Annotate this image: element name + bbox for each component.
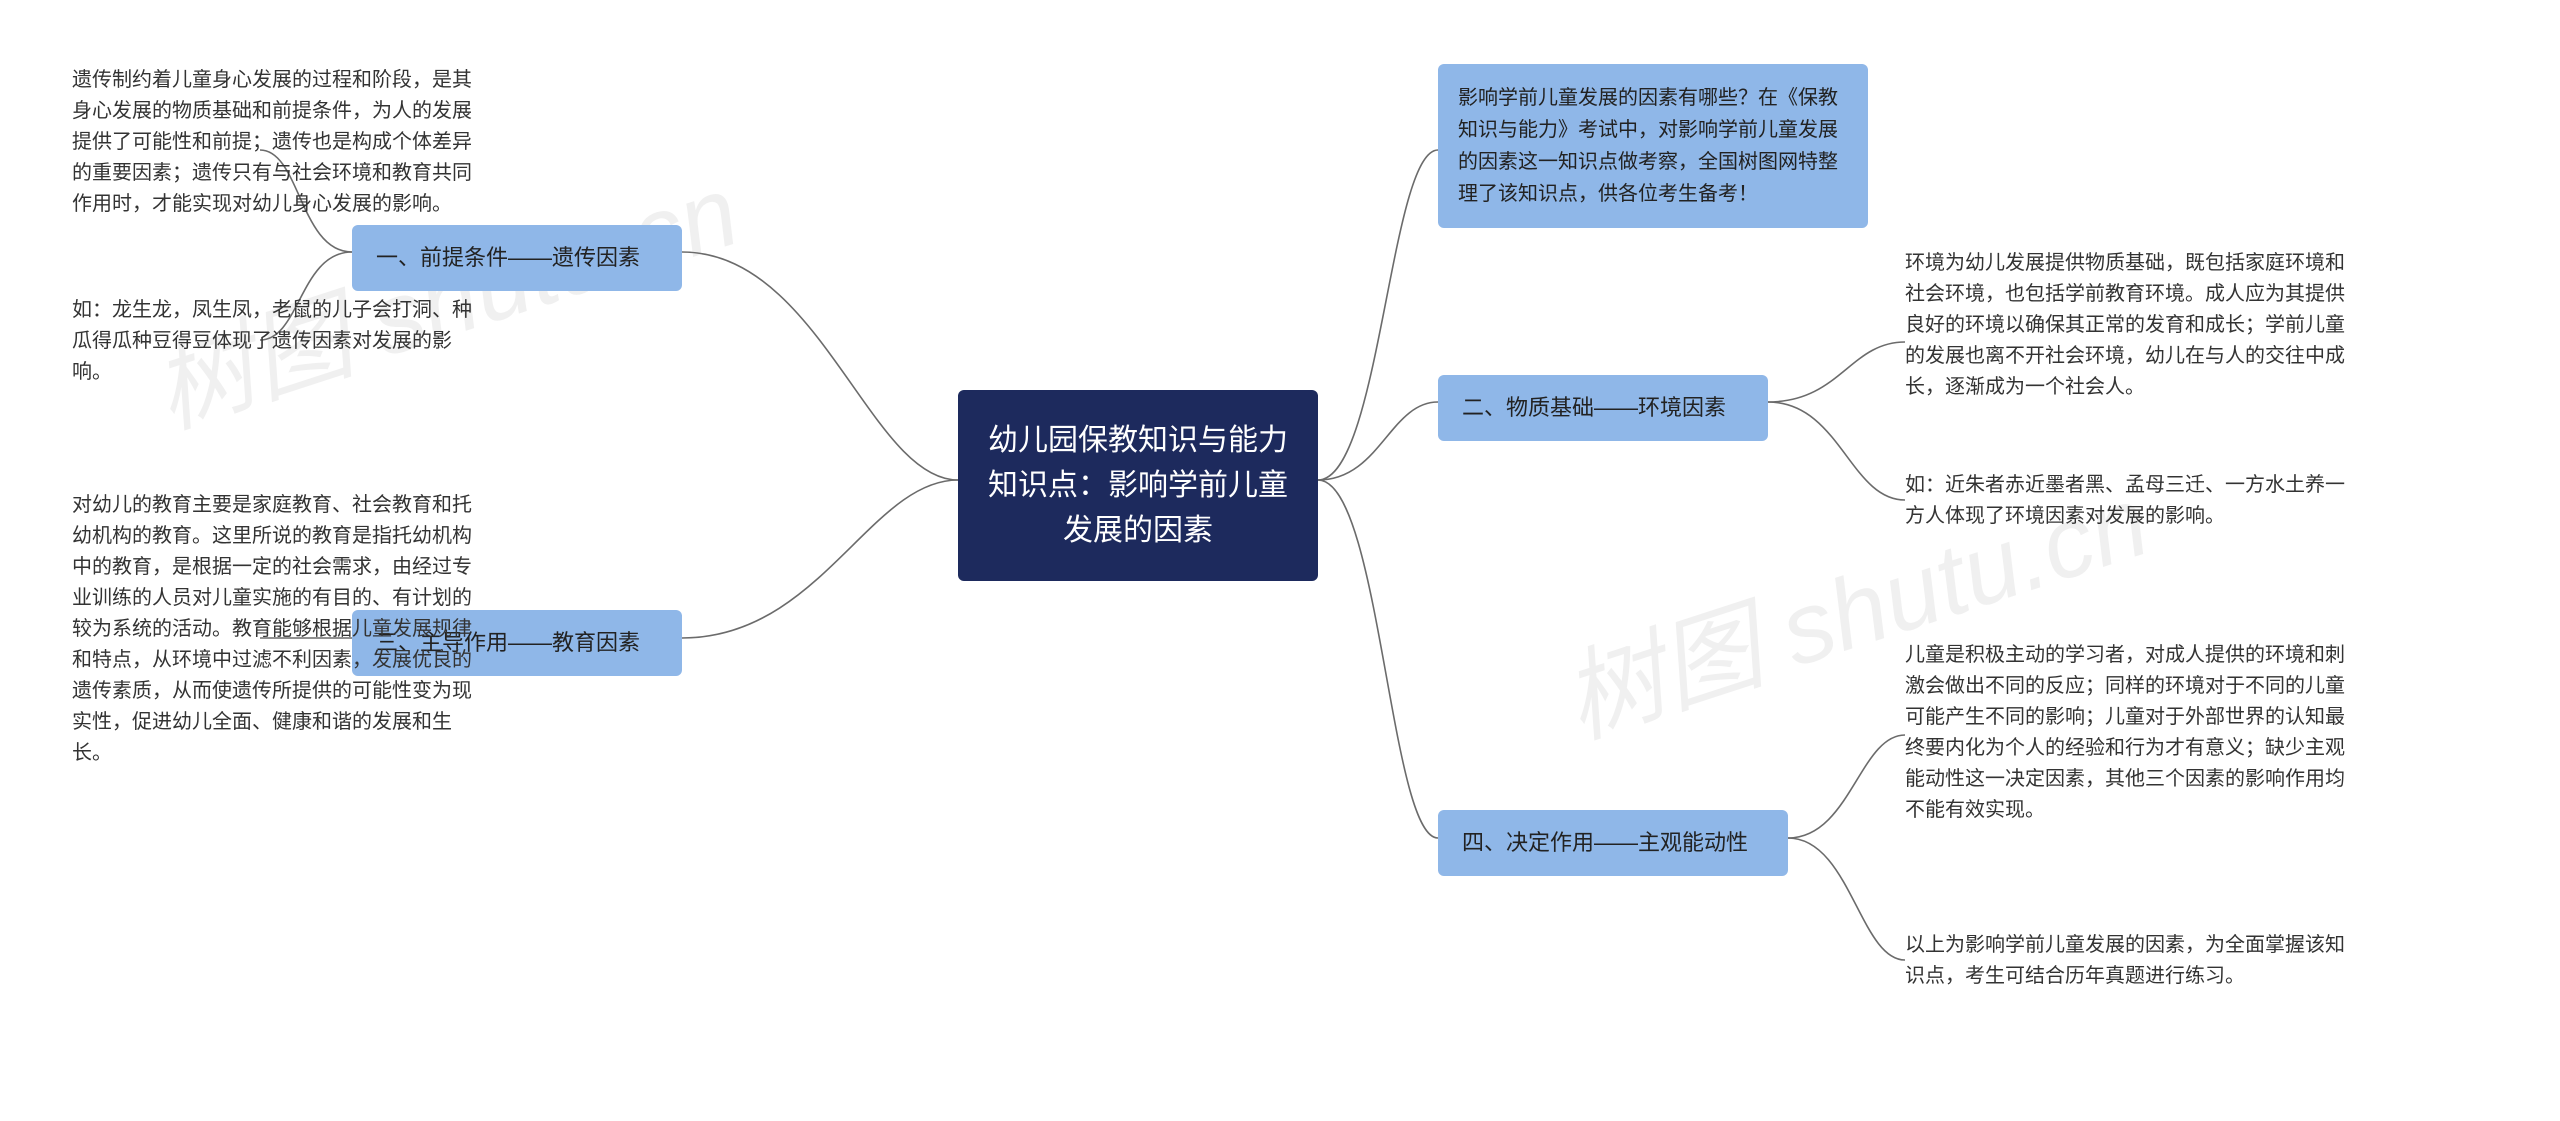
branch-1-leaf-1: 遗传制约着儿童身心发展的过程和阶段，是其身心发展的物质基础和前提条件，为人的发展…: [72, 65, 487, 220]
branch-2-leaf-2: 如：近朱者赤近墨者黑、孟母三迁、一方水土养一方人体现了环境因素对发展的影响。: [1905, 470, 2345, 532]
branch-1: 一、前提条件——遗传因素: [352, 225, 682, 291]
branch-4-leaf-1: 儿童是积极主动的学习者，对成人提供的环境和刺激会做出不同的反应；同样的环境对于不…: [1905, 640, 2345, 826]
branch-3-leaf-1: 对幼儿的教育主要是家庭教育、社会教育和托幼机构的教育。这里所说的教育是指托幼机构…: [72, 490, 487, 769]
branch-1-leaf-2: 如：龙生龙，凤生凤，老鼠的儿子会打洞、种瓜得瓜种豆得豆体现了遗传因素对发展的影响…: [72, 295, 487, 388]
branch-4: 四、决定作用——主观能动性: [1438, 810, 1788, 876]
branch-2-leaf-1: 环境为幼儿发展提供物质基础，既包括家庭环境和社会环境，也包括学前教育环境。成人应…: [1905, 248, 2345, 403]
intro-node: 影响学前儿童发展的因素有哪些？在《保教知识与能力》考试中，对影响学前儿童发展的因…: [1438, 64, 1868, 228]
center-node: 幼儿园保教知识与能力知识点：影响学前儿童发展的因素: [958, 390, 1318, 581]
branch-4-leaf-2: 以上为影响学前儿童发展的因素，为全面掌握该知识点，考生可结合历年真题进行练习。: [1905, 930, 2345, 992]
branch-2: 二、物质基础——环境因素: [1438, 375, 1768, 441]
